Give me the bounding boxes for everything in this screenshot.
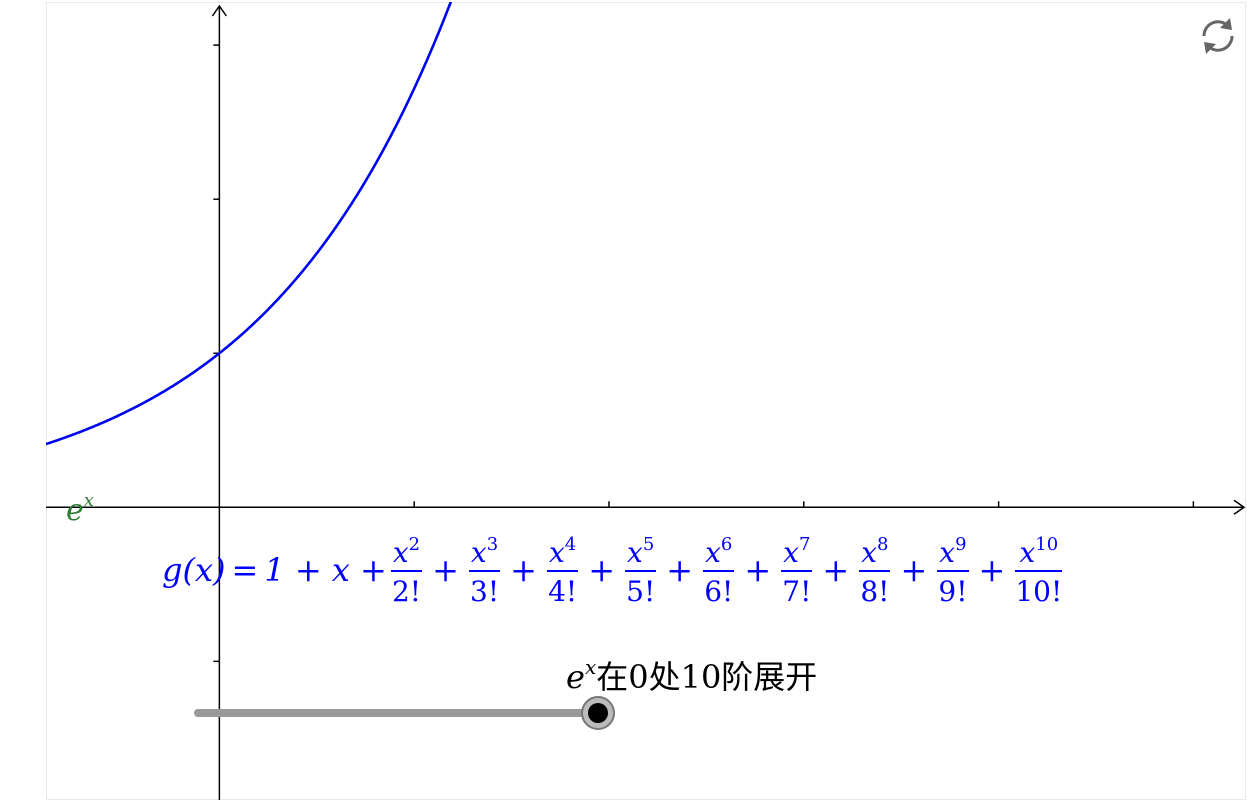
series-label-ex: ex: [66, 490, 94, 528]
x-axis-arrow: [1233, 499, 1246, 515]
curves: [46, 2, 453, 446]
y-axis-arrow: [211, 4, 227, 17]
formula-term-5: x5 5!: [625, 534, 657, 608]
formula-plus: +: [432, 551, 459, 589]
formula-term-7: x7 7!: [781, 534, 813, 608]
formula-term-8: x8 8!: [859, 534, 891, 608]
formula-term-9: x9 9!: [937, 534, 969, 608]
taylor-formula: g(x) = 1 + x + x2 2! + x3 3! + x4 4! + x5 5! + x6 6! +…: [162, 528, 1066, 612]
formula-plus: +: [588, 551, 616, 589]
slider-caption: ex在0处10阶展开: [566, 655, 818, 696]
series-line-0: [46, 2, 453, 446]
formula-term-10: x10 10!: [1015, 534, 1063, 608]
series-line-1: [46, 2, 453, 446]
formula-term-6: x6 6!: [703, 534, 735, 608]
formula-term-2: x2 2!: [390, 534, 423, 608]
graphics-view-frame: [46, 2, 1246, 800]
refresh-icon[interactable]: [1196, 14, 1240, 58]
formula-term-3: x3 3!: [468, 534, 501, 608]
slider-knob[interactable]: [588, 703, 608, 723]
formula-plus: +: [978, 551, 1006, 589]
formula-plus: +: [900, 551, 928, 589]
formula-lead: 1 + x +: [264, 551, 387, 589]
formula-plus: +: [744, 551, 772, 589]
formula-plus: +: [510, 551, 537, 589]
formula-term-4: x4 4!: [546, 534, 579, 608]
formula-equals: =: [231, 551, 259, 589]
formula-plus: +: [666, 551, 694, 589]
formula-terms: x2 2! + x3 3! + x4 4! + x5 5! + x6 6! + x7 7! + x8 8! + x9 9! +…: [387, 528, 1066, 612]
formula-lhs: g(x): [162, 551, 226, 589]
axes: [46, 4, 1246, 800]
formula-plus: +: [822, 551, 850, 589]
order-slider[interactable]: [194, 696, 615, 730]
